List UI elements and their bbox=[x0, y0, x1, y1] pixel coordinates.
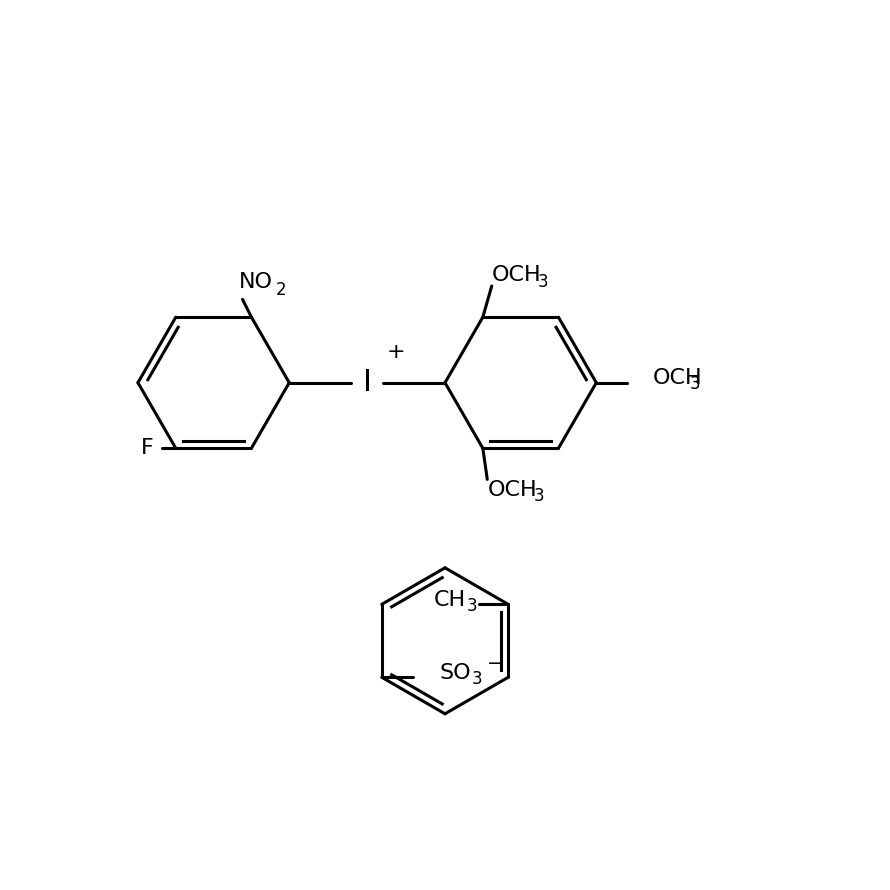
Text: F: F bbox=[141, 438, 154, 458]
Text: 3: 3 bbox=[466, 597, 477, 615]
Text: OCH: OCH bbox=[488, 480, 537, 500]
Text: OCH: OCH bbox=[492, 265, 541, 286]
Text: 3: 3 bbox=[538, 272, 548, 291]
Text: 2: 2 bbox=[276, 281, 286, 300]
Text: NO: NO bbox=[239, 271, 273, 292]
Text: 3: 3 bbox=[472, 670, 482, 688]
Text: SO: SO bbox=[440, 663, 472, 683]
Text: CH: CH bbox=[433, 590, 465, 610]
Text: −: − bbox=[487, 654, 503, 674]
Text: 3: 3 bbox=[534, 487, 544, 506]
Text: 3: 3 bbox=[690, 376, 700, 393]
Text: +: + bbox=[386, 342, 405, 361]
Text: OCH: OCH bbox=[652, 368, 702, 388]
Text: I: I bbox=[362, 368, 372, 397]
